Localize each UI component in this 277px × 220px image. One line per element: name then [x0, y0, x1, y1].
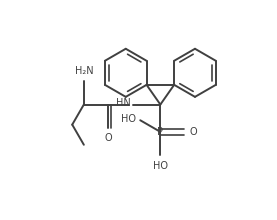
Text: HN: HN — [116, 98, 130, 108]
Text: HO: HO — [121, 114, 136, 124]
Text: P: P — [157, 127, 163, 137]
Text: O: O — [105, 133, 112, 143]
Text: O: O — [189, 127, 197, 137]
Text: H₂N: H₂N — [75, 66, 93, 76]
Text: HO: HO — [153, 161, 168, 170]
